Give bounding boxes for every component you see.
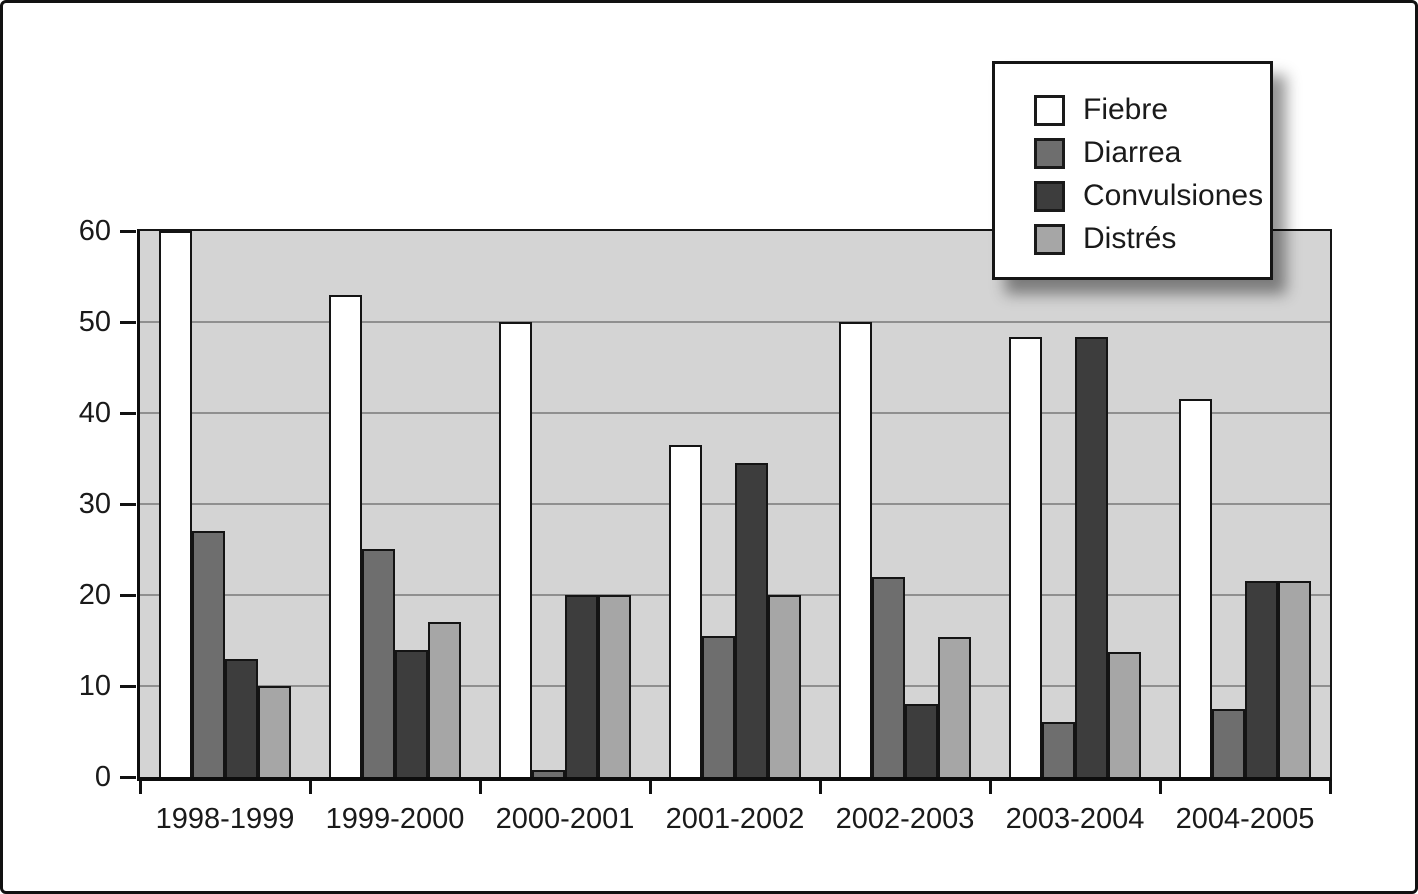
x-tick: [649, 781, 652, 794]
gridline-40: [140, 412, 1330, 414]
legend-item-convulsiones: Convulsiones: [1034, 179, 1264, 212]
bar-diarrea-2002-2003: [872, 577, 905, 777]
y-tick-label: 10: [78, 670, 111, 702]
bar-convulsiones-2003-2004: [1075, 337, 1108, 777]
x-axis-label-2004-2005: 2004-2005: [1175, 803, 1315, 835]
legend-label-distrés: Distrés: [1083, 222, 1177, 255]
bar-group-1999-2000: [310, 231, 480, 777]
bar-convulsiones-2004-2005: [1245, 581, 1278, 777]
bar-convulsiones-1999-2000: [395, 650, 428, 777]
bar-group-2001-2002: [650, 231, 820, 777]
y-tick: [120, 503, 136, 506]
y-tick: [120, 776, 136, 779]
legend-label-fiebre: Fiebre: [1083, 93, 1169, 126]
x-axis-label-1998-1999: 1998-1999: [155, 803, 295, 835]
legend-swatch-distrés: [1034, 223, 1065, 255]
bar-diarrea-2004-2005: [1212, 709, 1245, 777]
y-tick: [120, 321, 136, 324]
bar-convulsiones-2001-2002: [735, 463, 768, 777]
bar-fiebre-2003-2004: [1009, 337, 1042, 777]
y-tick-label: 50: [78, 306, 111, 338]
legend-label-diarrea: Diarrea: [1083, 136, 1182, 169]
bar-group-2000-2001: [480, 231, 650, 777]
legend-label-convulsiones: Convulsiones: [1083, 179, 1264, 212]
bar-fiebre-2004-2005: [1179, 399, 1212, 777]
bar-distrés-2003-2004: [1108, 652, 1141, 777]
bar-diarrea-1999-2000: [362, 549, 395, 777]
y-tick: [120, 594, 136, 597]
y-tick-label: 20: [78, 579, 111, 611]
bar-distrés-2002-2003: [938, 637, 971, 777]
bar-fiebre-2001-2002: [669, 445, 702, 777]
y-tick: [120, 412, 136, 415]
bar-distrés-1999-2000: [428, 622, 461, 777]
legend: Fiebre Diarrea Convulsiones Distrés: [992, 61, 1273, 280]
legend-item-distrés: Distrés: [1034, 223, 1260, 255]
bar-distrés-2004-2005: [1278, 581, 1311, 777]
x-tick: [479, 781, 482, 794]
bar-fiebre-1999-2000: [329, 295, 362, 777]
y-tick-label: 60: [78, 215, 111, 247]
bar-fiebre-2002-2003: [839, 322, 872, 777]
x-tick: [989, 781, 992, 794]
bar-group-2002-2003: [820, 231, 990, 777]
x-axis-label-2003-2004: 2003-2004: [1005, 803, 1145, 835]
bar-diarrea-2003-2004: [1042, 722, 1075, 777]
y-tick-label: 40: [78, 397, 111, 429]
bar-group-2003-2004: [990, 231, 1160, 777]
x-tick: [819, 781, 822, 794]
x-tick: [1159, 781, 1162, 794]
y-tick-label: 30: [78, 488, 111, 520]
bar-convulsiones-1998-1999: [225, 659, 258, 777]
bar-distrés-1998-1999: [258, 686, 291, 777]
bar-distrés-2001-2002: [768, 595, 801, 777]
x-axis-label-2000-2001: 2000-2001: [495, 803, 635, 835]
bar-group-2004-2005: [1160, 231, 1330, 777]
y-tick: [120, 230, 136, 233]
bar-diarrea-1998-1999: [192, 531, 225, 777]
plot-area: [137, 229, 1332, 781]
legend-swatch-convulsiones: [1034, 180, 1065, 212]
y-tick-label: 0: [94, 761, 111, 793]
x-axis-label-2001-2002: 2001-2002: [665, 803, 805, 835]
bar-fiebre-2000-2001: [499, 322, 532, 777]
legend-item-fiebre: Fiebre: [1034, 94, 1260, 126]
x-axis-label-1999-2000: 1999-2000: [325, 803, 465, 835]
bar-group-1998-1999: [140, 231, 310, 777]
gridline-50: [140, 321, 1330, 323]
legend-item-diarrea: Diarrea: [1034, 137, 1260, 169]
bar-diarrea-2001-2002: [702, 636, 735, 777]
x-tick: [309, 781, 312, 794]
bar-convulsiones-2000-2001: [565, 595, 598, 777]
y-tick: [120, 685, 136, 688]
x-tick: [1329, 781, 1332, 794]
legend-swatch-diarrea: [1034, 137, 1065, 169]
x-axis-label-2002-2003: 2002-2003: [835, 803, 975, 835]
bar-fiebre-1998-1999: [159, 231, 192, 777]
bar-diarrea-2000-2001: [532, 770, 565, 777]
legend-swatch-fiebre: [1034, 94, 1065, 126]
bar-distrés-2000-2001: [598, 595, 631, 777]
bar-convulsiones-2002-2003: [905, 704, 938, 777]
x-tick: [139, 781, 142, 794]
